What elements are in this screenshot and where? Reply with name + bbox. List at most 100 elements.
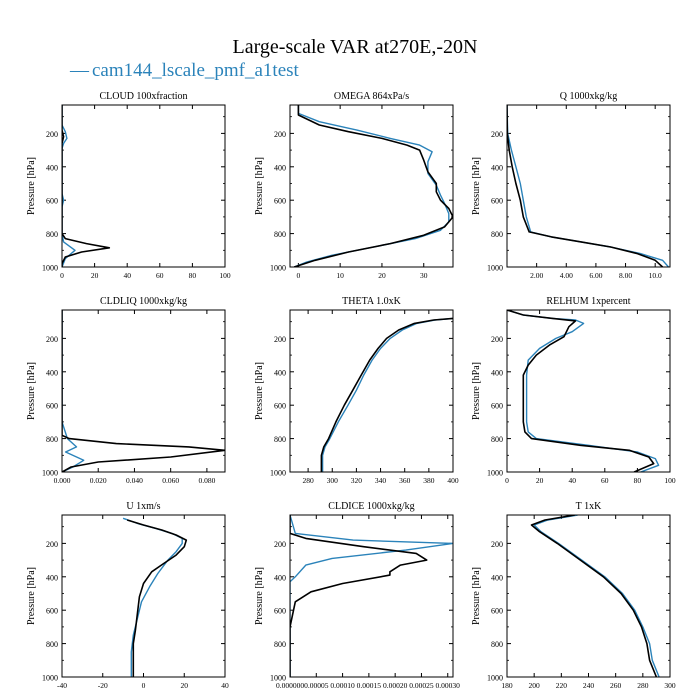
y-axis-label: Pressure [hPa] xyxy=(254,362,265,420)
y-axis-label: Pressure [hPa] xyxy=(471,362,482,420)
series-ref-line xyxy=(530,515,658,677)
x-tick-label: 0.00015 xyxy=(357,681,382,690)
x-tick-label: 280 xyxy=(302,476,314,485)
x-tick-label: 20 xyxy=(181,681,189,690)
y-tick-label: 1000 xyxy=(487,264,503,273)
panel-3: Q 1000xkg/kg Pressure [hPa] 200 400 600 800 10… xyxy=(471,91,671,280)
y-tick-label: 800 xyxy=(46,230,58,239)
y-tick-label: 800 xyxy=(46,435,58,444)
x-tick-label: 0.020 xyxy=(90,476,107,485)
x-tick-label: 60 xyxy=(601,476,609,485)
y-tick-label: 400 xyxy=(491,163,503,172)
panel-title: Q 1000xkg/kg xyxy=(560,91,618,102)
x-tick-label: 0.000000 xyxy=(276,681,304,690)
x-tick-label: -20 xyxy=(98,681,108,690)
y-tick-label: 200 xyxy=(46,130,58,139)
x-tick-label: -40 xyxy=(57,681,67,690)
panel-title: T 1xK xyxy=(576,501,602,512)
y-tick-label: 200 xyxy=(274,335,286,344)
y-tick-label: 400 xyxy=(46,573,58,582)
x-tick-label: 400 xyxy=(447,476,459,485)
y-tick-label: 600 xyxy=(274,402,286,411)
y-tick-label: 400 xyxy=(274,573,286,582)
y-tick-label: 200 xyxy=(491,540,503,549)
panel-title: CLOUD 100xfraction xyxy=(99,91,187,102)
y-tick-label: 400 xyxy=(46,368,58,377)
panel-title: RELHUM 1xpercent xyxy=(546,296,630,307)
series-case-line xyxy=(62,310,85,472)
x-tick-label: 240 xyxy=(583,681,595,690)
series-case-line xyxy=(533,515,660,677)
plot-frame xyxy=(289,514,454,678)
x-tick-label: 0.040 xyxy=(126,476,143,485)
y-tick-label: 1000 xyxy=(270,264,286,273)
x-tick-label: 40 xyxy=(568,476,576,485)
legend-label: cam144_lscale_pmf_a1test xyxy=(92,60,300,81)
x-tick-label: 0.060 xyxy=(162,476,179,485)
y-tick-label: 200 xyxy=(491,130,503,139)
x-tick-label: 80 xyxy=(189,271,197,280)
x-tick-label: 180 xyxy=(501,681,513,690)
plot-frame xyxy=(506,514,671,678)
y-tick-label: 200 xyxy=(491,335,503,344)
x-tick-label: 4.00 xyxy=(560,271,573,280)
y-tick-label: 600 xyxy=(46,197,58,206)
x-tick-label: 20 xyxy=(536,476,544,485)
series-ref-line xyxy=(320,317,453,472)
series-ref-line xyxy=(290,515,428,677)
x-tick-label: 40 xyxy=(221,681,229,690)
series-case-line xyxy=(293,105,450,267)
panel-title: CLDLIQ 1000xkg/kg xyxy=(100,296,187,307)
y-tick-label: 1000 xyxy=(270,674,286,683)
y-tick-label: 1000 xyxy=(487,674,503,683)
panel-title: CLDICE 1000xkg/kg xyxy=(328,501,414,512)
y-tick-label: 800 xyxy=(491,230,503,239)
y-tick-label: 600 xyxy=(491,607,503,616)
series-case-line xyxy=(290,515,453,677)
series-case-line xyxy=(321,317,453,472)
series-ref-line xyxy=(62,310,225,472)
y-tick-label: 800 xyxy=(274,640,286,649)
plot-frame xyxy=(506,309,671,473)
x-tick-label: 0.00025 xyxy=(409,681,434,690)
y-tick-label: 400 xyxy=(274,368,286,377)
x-tick-label: 380 xyxy=(423,476,435,485)
x-tick-label: 0.00020 xyxy=(383,681,408,690)
series-ref-line xyxy=(507,310,655,472)
plot-frame xyxy=(506,104,671,268)
y-tick-label: 400 xyxy=(274,163,286,172)
y-axis-label: Pressure [hPa] xyxy=(471,567,482,625)
y-tick-label: 1000 xyxy=(487,469,503,478)
y-tick-label: 800 xyxy=(274,230,286,239)
plot-frame xyxy=(289,309,454,473)
series-ref-line xyxy=(507,105,664,267)
y-tick-label: 400 xyxy=(491,573,503,582)
x-tick-label: 0.080 xyxy=(198,476,215,485)
x-tick-label: 0 xyxy=(505,476,509,485)
series-ref-line xyxy=(126,519,188,677)
plot-frame xyxy=(289,104,454,268)
y-axis-label: Pressure [hPa] xyxy=(26,157,37,215)
y-tick-label: 600 xyxy=(274,197,286,206)
y-tick-label: 600 xyxy=(46,607,58,616)
panel-8: CLDICE 1000xkg/kg Pressure [hPa] 200 400 600… xyxy=(254,501,460,690)
series-ref-line xyxy=(293,105,453,267)
panel-title: THETA 1.0xK xyxy=(342,296,401,307)
series-case-line xyxy=(122,517,183,677)
y-tick-label: 800 xyxy=(274,435,286,444)
y-tick-label: 200 xyxy=(274,130,286,139)
y-tick-label: 400 xyxy=(491,368,503,377)
y-tick-label: 600 xyxy=(491,197,503,206)
legend-marker: — xyxy=(69,60,90,81)
y-axis-label: Pressure [hPa] xyxy=(254,157,265,215)
y-tick-label: 1000 xyxy=(270,469,286,478)
x-tick-label: 220 xyxy=(556,681,568,690)
x-tick-label: 300 xyxy=(664,681,676,690)
x-tick-label: 0.00010 xyxy=(330,681,355,690)
y-axis-label: Pressure [hPa] xyxy=(26,567,37,625)
x-tick-label: 10 xyxy=(336,271,344,280)
x-tick-label: 360 xyxy=(399,476,411,485)
